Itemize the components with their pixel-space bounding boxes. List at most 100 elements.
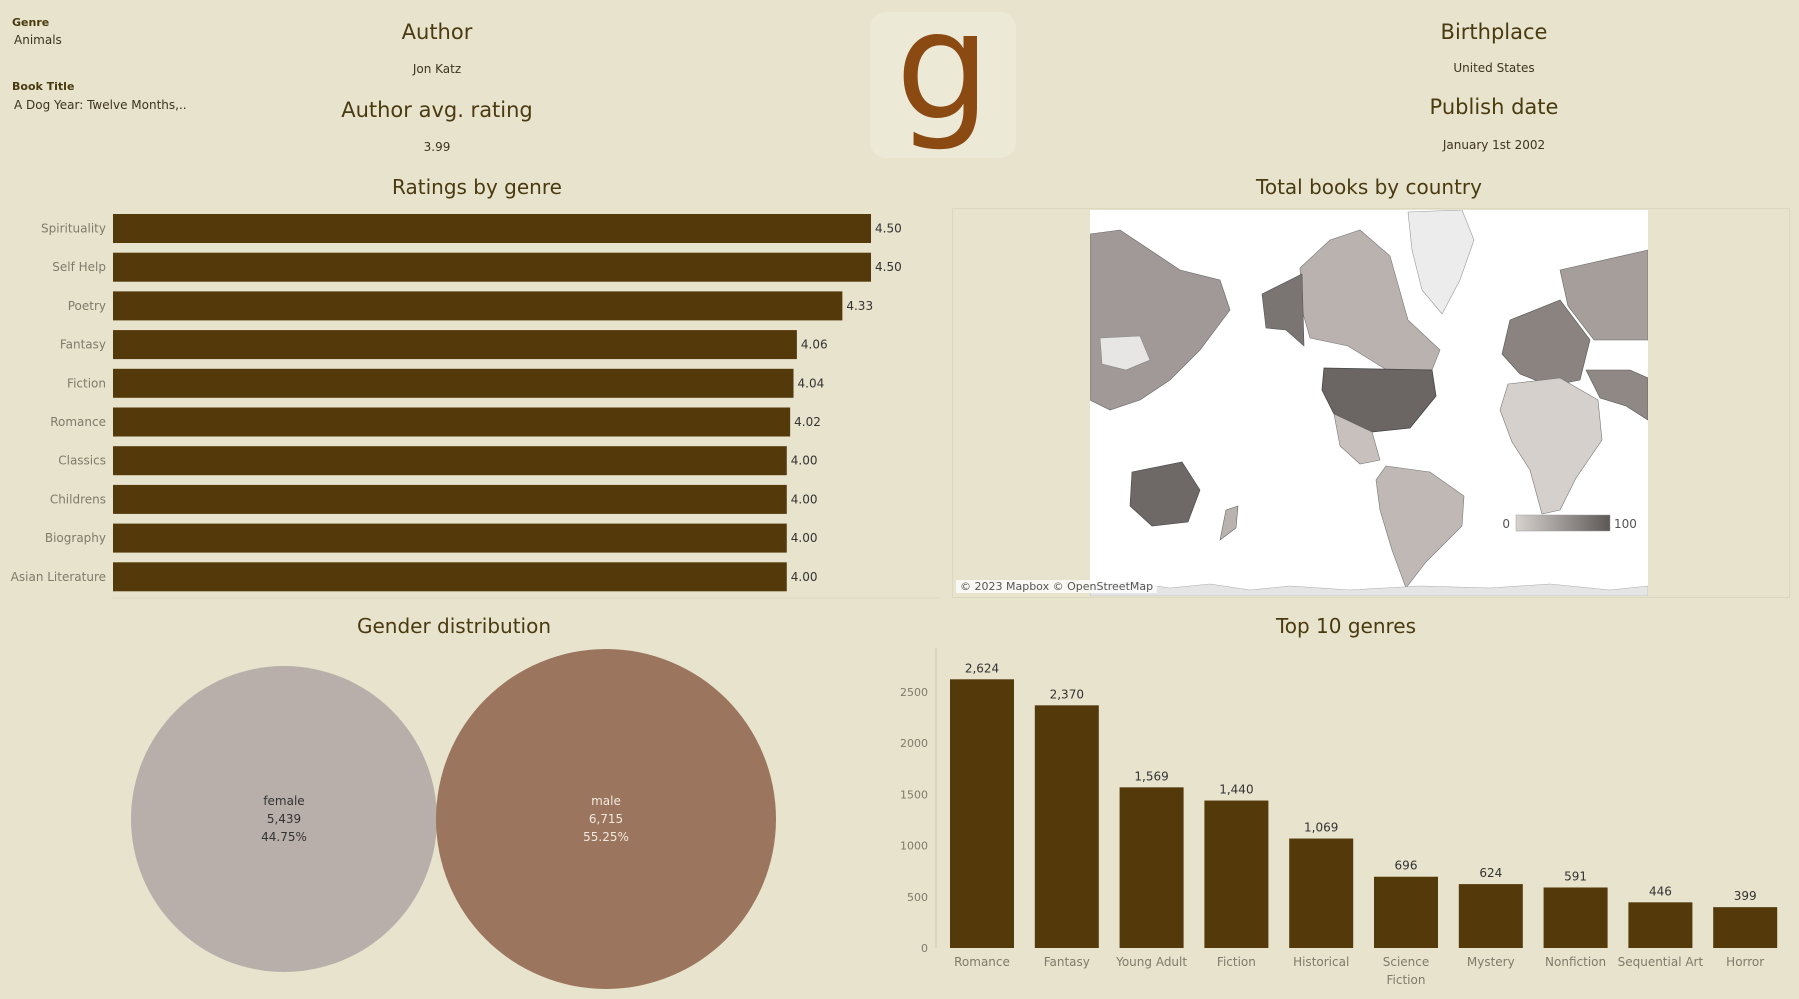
ratings-bar[interactable] bbox=[113, 407, 791, 437]
ratings-bar[interactable] bbox=[113, 484, 787, 514]
top-genres-bar[interactable] bbox=[1543, 887, 1608, 948]
ratings-category-label: Spirituality bbox=[41, 222, 106, 236]
book-title-filter-value[interactable]: A Dog Year: Twelve Months,.. bbox=[14, 98, 187, 112]
map-australia bbox=[1129, 461, 1201, 527]
ratings-bar[interactable] bbox=[113, 252, 871, 282]
ratings-value-label: 4.00 bbox=[791, 492, 818, 506]
top-genres-title: Top 10 genres bbox=[1275, 614, 1417, 638]
map-attribution[interactable]: © 2023 Mapbox © OpenStreetMap bbox=[956, 580, 1158, 593]
genre-filter-label: Genre bbox=[12, 16, 50, 29]
ratings-value-label: 4.06 bbox=[801, 338, 828, 352]
top-genres-category-label: Historical bbox=[1293, 955, 1349, 969]
gender-category-label: male bbox=[591, 794, 621, 808]
publish-date-label: Publish date bbox=[1429, 95, 1559, 119]
ratings-category-label: Biography bbox=[45, 531, 106, 545]
ratings-bar[interactable] bbox=[113, 523, 787, 553]
ratings-bar[interactable] bbox=[113, 330, 797, 360]
ratings-value-label: 4.02 bbox=[794, 415, 821, 429]
ratings-category-label: Classics bbox=[58, 454, 106, 468]
ratings-category-label: Self Help bbox=[52, 260, 106, 274]
top-genres-bar[interactable] bbox=[1119, 787, 1184, 948]
author-avg-rating-value: 3.99 bbox=[423, 140, 451, 154]
ratings-category-label: Fantasy bbox=[60, 338, 106, 352]
top-genres-category-label: Young Adult bbox=[1115, 955, 1187, 969]
gender-distribution-chart: female 5,439 44.75% male 6,715 55.25% bbox=[131, 649, 776, 989]
map-title: Total books by country bbox=[1256, 175, 1482, 199]
top-genres-value-label: 446 bbox=[1649, 884, 1672, 898]
top-genres-y-tick: 1500 bbox=[900, 788, 928, 801]
top-genres-bar[interactable] bbox=[1628, 902, 1693, 948]
ratings-category-label: Fiction bbox=[67, 376, 106, 390]
genre-filter-value[interactable]: Animals bbox=[14, 33, 62, 47]
ratings-by-genre-title: Ratings by genre bbox=[392, 175, 562, 199]
publish-date-value: January 1st 2002 bbox=[1442, 138, 1546, 152]
author-label: Author bbox=[401, 20, 473, 44]
top-genres-category-label: Sequential Art bbox=[1618, 955, 1704, 969]
top-genres-bar[interactable] bbox=[1713, 907, 1778, 948]
top-genres-value-label: 1,569 bbox=[1134, 769, 1168, 783]
top-genres-y-tick: 0 bbox=[921, 942, 928, 955]
top-genres-value-label: 624 bbox=[1479, 866, 1502, 880]
logo-letter: g bbox=[895, 0, 991, 154]
top-genres-category-label: Fiction bbox=[1217, 955, 1256, 969]
gender-bubble-male[interactable] bbox=[436, 649, 776, 989]
ratings-value-label: 4.00 bbox=[791, 454, 818, 468]
top-genres-bar[interactable] bbox=[1204, 800, 1269, 948]
ratings-category-label: Childrens bbox=[50, 492, 106, 506]
ratings-value-label: 4.33 bbox=[846, 299, 873, 313]
ratings-category-label: Poetry bbox=[68, 299, 106, 313]
top-genres-y-tick: 2000 bbox=[900, 737, 928, 750]
ratings-value-label: 4.50 bbox=[875, 222, 902, 236]
map-canada bbox=[1299, 229, 1441, 373]
top-genres-y-tick: 2500 bbox=[900, 686, 928, 699]
top-genres-bar[interactable] bbox=[1458, 884, 1523, 948]
top-genres-category-label: Fiction bbox=[1387, 973, 1426, 987]
top-genres-bar[interactable] bbox=[1034, 705, 1099, 948]
map-china bbox=[1099, 335, 1151, 371]
ratings-category-label: Asian Literature bbox=[11, 570, 106, 584]
ratings-value-label: 4.50 bbox=[875, 260, 902, 274]
ratings-by-genre-chart: Spirituality 4.50 Self Help 4.50 Poetry 4.33 F… bbox=[11, 214, 940, 599]
map-usa bbox=[1321, 367, 1437, 433]
ratings-bar[interactable] bbox=[113, 446, 787, 476]
map-greenland bbox=[1407, 210, 1475, 315]
gender-bubble-female[interactable] bbox=[131, 666, 437, 972]
ratings-value-label: 4.04 bbox=[798, 376, 825, 390]
top-genres-y-tick: 500 bbox=[907, 891, 928, 904]
author-avg-rating-label: Author avg. rating bbox=[341, 98, 533, 122]
birthplace-label: Birthplace bbox=[1440, 20, 1548, 44]
ratings-bar[interactable] bbox=[113, 214, 871, 243]
gender-count-label: 5,439 bbox=[267, 812, 301, 826]
top-genres-value-label: 1,069 bbox=[1304, 821, 1338, 835]
top-genres-category-label: Nonfiction bbox=[1545, 955, 1606, 969]
ratings-value-label: 4.00 bbox=[791, 570, 818, 584]
map-alaska bbox=[1261, 273, 1305, 347]
map-africa bbox=[1499, 377, 1603, 515]
ratings-bar[interactable] bbox=[113, 562, 787, 592]
top-genres-bar[interactable] bbox=[1374, 876, 1438, 948]
top-genres-value-label: 1,440 bbox=[1219, 783, 1253, 797]
ratings-value-label: 4.00 bbox=[791, 531, 818, 545]
map-mexico bbox=[1333, 413, 1381, 465]
top-genres-bar[interactable] bbox=[1289, 838, 1354, 948]
ratings-category-label: Romance bbox=[50, 415, 106, 429]
gender-percent-label: 44.75% bbox=[261, 830, 307, 844]
birthplace-value: United States bbox=[1453, 61, 1535, 75]
world-map[interactable]: 0 100 bbox=[1090, 210, 1648, 596]
ratings-bar[interactable] bbox=[113, 291, 843, 321]
map-legend-gradient bbox=[1515, 514, 1611, 532]
map-russia bbox=[1559, 249, 1648, 341]
book-title-filter-label: Book Title bbox=[12, 80, 75, 93]
gender-distribution-title: Gender distribution bbox=[356, 614, 552, 638]
top-genres-bar[interactable] bbox=[950, 679, 1014, 948]
map-legend-min: 0 bbox=[1502, 517, 1510, 531]
top-genres-chart: 0 500 1000 1500 2000 2500 2,624 Romance 2,370 Fa… bbox=[900, 648, 1778, 987]
gender-percent-label: 55.25% bbox=[583, 830, 629, 844]
map-frame[interactable] bbox=[952, 208, 1790, 598]
map-new-zealand bbox=[1219, 505, 1239, 541]
map-south-america bbox=[1375, 465, 1465, 589]
top-genres-value-label: 2,624 bbox=[965, 661, 999, 675]
goodreads-logo: g bbox=[870, 0, 1016, 158]
ratings-bar[interactable] bbox=[113, 368, 794, 398]
gender-count-label: 6,715 bbox=[589, 812, 623, 826]
